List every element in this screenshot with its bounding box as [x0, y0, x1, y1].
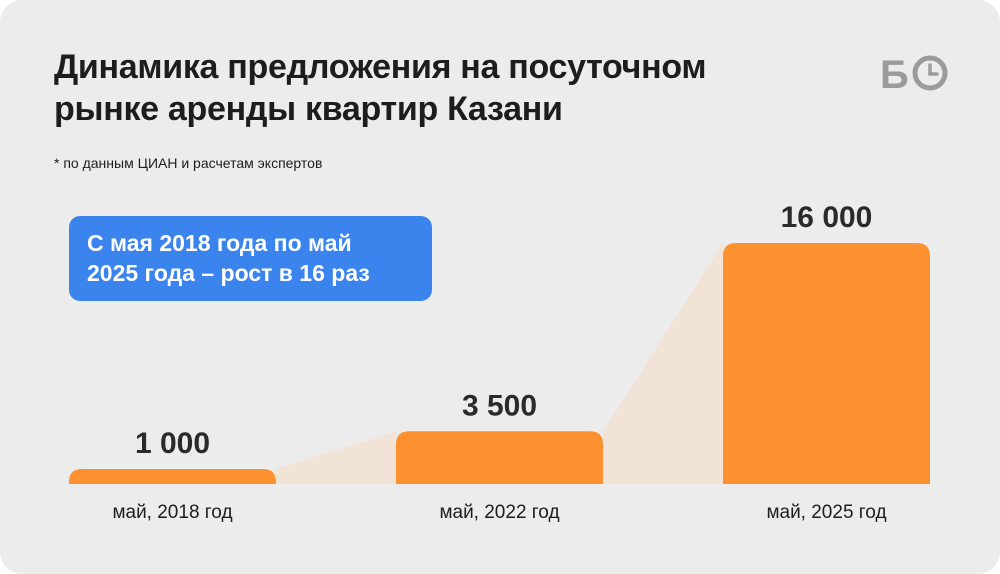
- value-label: 16 000: [781, 201, 873, 234]
- bar-connector: [603, 243, 723, 484]
- bar-1: [69, 468, 276, 484]
- value-label: 1 000: [135, 427, 210, 460]
- growth-callout: С мая 2018 года по май 2025 года – рост …: [69, 216, 432, 301]
- title-line-1: Динамика предложения на посуточном: [54, 48, 707, 86]
- source-note: * по данным ЦИАН и расчетам экспертов: [54, 155, 323, 171]
- category-label: май, 2025 год: [766, 502, 886, 523]
- clock-o-icon: [912, 55, 948, 91]
- chart-title: Динамика предложения на посуточном рынке…: [54, 46, 834, 130]
- category-label: май, 2022 год: [439, 502, 559, 523]
- logo-letter-b: Б: [880, 53, 909, 94]
- bo-logo: Б: [880, 53, 948, 94]
- bar-2: [396, 431, 603, 484]
- title-line-2: рынке аренды квартир Казани: [54, 90, 563, 128]
- bar-connector: [276, 431, 396, 484]
- value-label: 3 500: [462, 389, 537, 422]
- callout-line-2: 2025 года – рост в 16 раз: [87, 260, 370, 286]
- bar-3: [723, 243, 930, 484]
- callout-line-1: С мая 2018 года по май: [87, 230, 352, 256]
- category-label: май, 2018 год: [112, 502, 232, 523]
